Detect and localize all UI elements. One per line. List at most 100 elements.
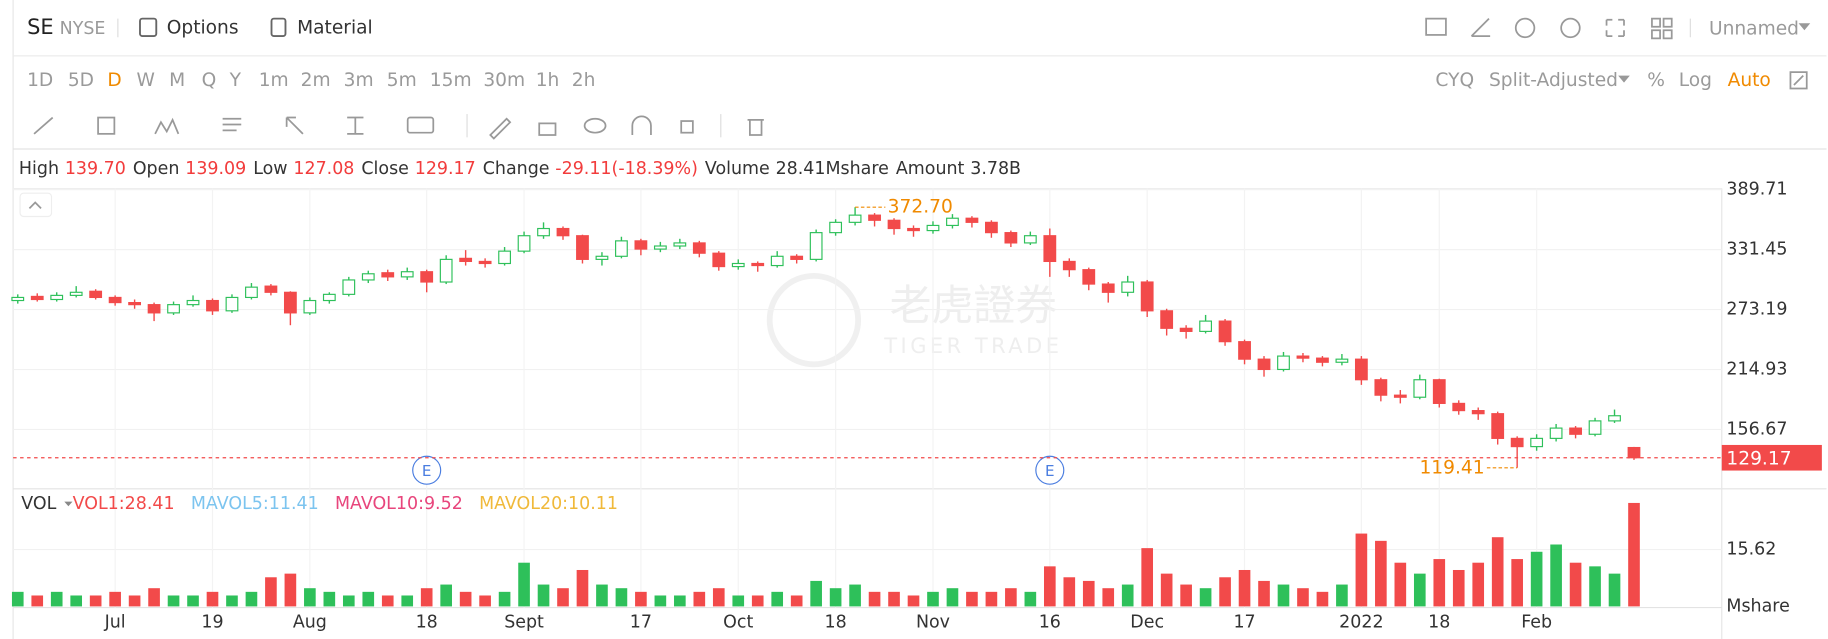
earnings-label: E [422, 462, 432, 480]
auto-button[interactable]: Auto [1728, 70, 1771, 91]
measure-tool[interactable] [347, 116, 364, 135]
period-button[interactable]: D [107, 70, 121, 91]
x-tick-label: Aug [293, 613, 327, 633]
material-icon[interactable] [270, 17, 287, 38]
period-button[interactable]: 30m [483, 70, 525, 91]
draw-icon[interactable] [1470, 18, 1491, 37]
candle-body [225, 296, 239, 312]
volume-bar [1277, 584, 1290, 607]
info-label: Amount [896, 159, 965, 179]
lock-tool[interactable] [538, 122, 557, 136]
period-button[interactable]: Y [229, 70, 242, 91]
layout-name[interactable]: Unnamed [1709, 19, 1799, 40]
x-tick-label: Nov [916, 613, 950, 633]
candle-body [1160, 310, 1174, 329]
line-tool[interactable] [33, 116, 54, 135]
x-tick-label: 17 [1233, 613, 1255, 633]
candle-body [731, 262, 745, 268]
candle-body [303, 299, 317, 314]
period-button[interactable]: 5m [387, 70, 417, 91]
volume-bar [1433, 559, 1446, 607]
collapse-button[interactable] [19, 192, 53, 218]
period-button[interactable]: 1h [536, 70, 560, 91]
volume-tick-label: 15.62 [1726, 540, 1776, 560]
fib-tool[interactable] [222, 117, 242, 132]
volume-bar [128, 595, 141, 607]
candle-body [1101, 283, 1115, 293]
layout-icon[interactable] [1651, 17, 1673, 40]
volume-bar [518, 562, 530, 607]
note-tool[interactable] [406, 116, 435, 134]
options-button[interactable]: Options [167, 17, 239, 38]
log-button[interactable]: Log [1679, 70, 1712, 91]
volume-bar [888, 591, 900, 607]
expand-icon[interactable] [1789, 71, 1808, 90]
candle-body [1608, 415, 1621, 422]
reset-icon[interactable] [1514, 17, 1536, 39]
volume-bar [381, 595, 394, 607]
y-tick-label: 273.19 [1726, 300, 1787, 320]
legend-item: MAVOL10:9.52 [335, 494, 463, 514]
rect-tool[interactable] [97, 116, 116, 135]
symbol[interactable]: SE [27, 15, 54, 39]
volume-bar [1238, 569, 1251, 607]
period-button[interactable]: 1D [27, 70, 53, 91]
volume-bar [712, 588, 725, 607]
options-icon[interactable] [139, 17, 158, 38]
candle-body [1121, 281, 1135, 293]
candle-body [1296, 355, 1310, 359]
pattern-tool[interactable] [154, 117, 180, 135]
x-tick-label: Sept [504, 613, 544, 633]
period-button[interactable]: 3m [344, 70, 374, 91]
candle-body [576, 235, 589, 260]
magnet-tool[interactable] [631, 115, 652, 136]
y-tick-label: 331.45 [1726, 240, 1787, 260]
period-button[interactable]: 2m [301, 70, 331, 91]
period-button[interactable]: 5D [68, 70, 94, 91]
candle-body [868, 214, 881, 221]
candle-body [1238, 341, 1251, 360]
fullscreen-icon[interactable] [1605, 18, 1625, 37]
candle-body [965, 217, 979, 223]
period-button[interactable]: Q [202, 70, 217, 91]
info-value: 139.70 [65, 159, 126, 179]
volume-bar [1355, 533, 1368, 607]
earnings-marker [412, 455, 442, 485]
period-button[interactable]: 1m [259, 70, 289, 91]
cyq-button[interactable]: CYQ [1435, 70, 1474, 91]
period-button[interactable]: M [169, 70, 185, 91]
period-button[interactable]: W [136, 70, 154, 91]
candle-body [1471, 410, 1485, 415]
info-value: -29.11(-18.39%) [555, 159, 698, 179]
dropdown-arrow[interactable] [1618, 75, 1630, 83]
settings-icon[interactable] [1560, 17, 1581, 39]
volume-bar [362, 591, 375, 607]
indicator-icon[interactable] [1425, 17, 1447, 36]
plot: 156.67 214.93 273.19 331.45 389.71 15.62 Mshar… [11, 180, 1822, 633]
high-label: 372.70 [888, 197, 953, 218]
arrow-tool[interactable] [285, 116, 304, 135]
period-button[interactable]: 2h [572, 70, 596, 91]
volume-bar [1472, 562, 1485, 607]
candle-body [147, 304, 161, 314]
candle-body [264, 285, 278, 293]
dropdown-arrow[interactable] [1798, 23, 1811, 31]
volume-bar [751, 595, 764, 607]
volume-bar [109, 591, 121, 607]
material-button[interactable]: Material [297, 17, 373, 38]
y-tick-label: 214.93 [1726, 360, 1787, 380]
adjust-select[interactable]: Split-Adjusted [1489, 70, 1618, 91]
volume-bar [50, 591, 63, 607]
volume-bar [1608, 573, 1621, 607]
info-value: 139.09 [185, 159, 246, 179]
candle-body [673, 242, 687, 247]
candle-body [712, 252, 726, 268]
copy-tool[interactable] [680, 120, 694, 134]
info-value: 129.17 [415, 159, 476, 179]
delete-tool[interactable] [747, 119, 764, 136]
period-button[interactable]: 15m [430, 70, 472, 91]
hide-tool[interactable] [583, 117, 607, 134]
percent-button[interactable]: % [1647, 70, 1665, 91]
collapse-arrow[interactable] [28, 201, 42, 209]
pen-tool[interactable] [489, 117, 512, 140]
